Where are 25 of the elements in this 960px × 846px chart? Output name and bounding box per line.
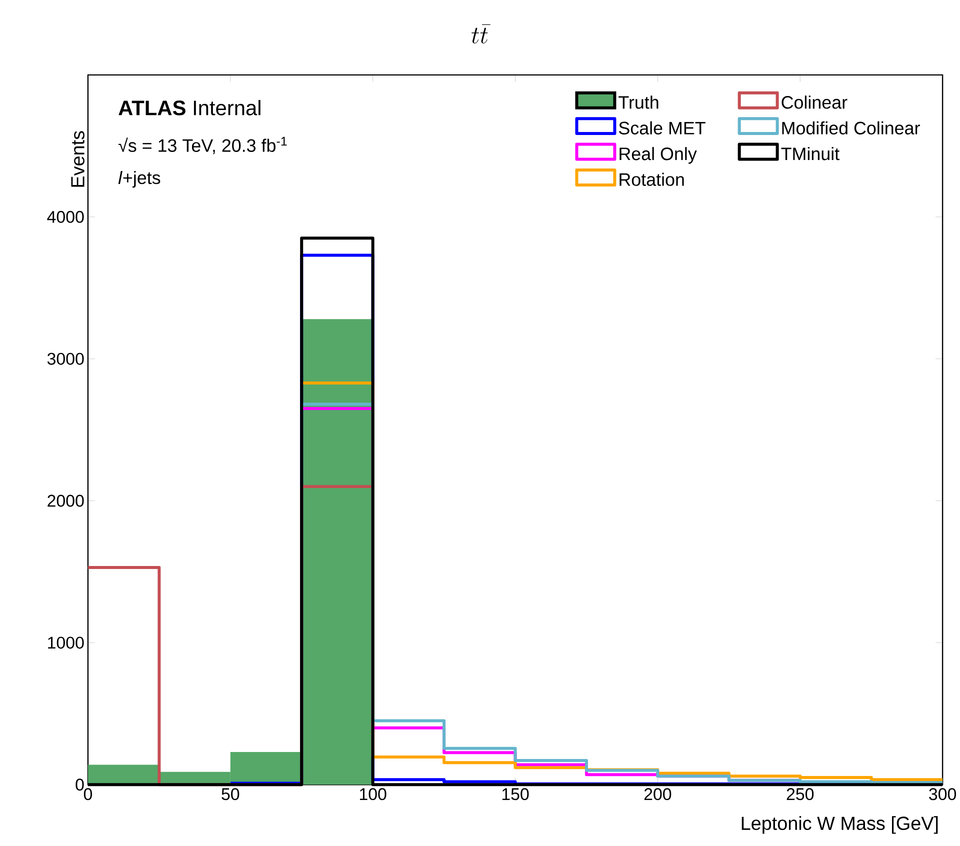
legend-label: Rotation (620, 172, 684, 186)
x-tick-label: 0 (84, 788, 92, 800)
legend-label: Modified Colinear (782, 122, 920, 135)
x-tick-label: 300 (929, 788, 956, 800)
y-tick-label: 0 (76, 778, 84, 791)
legend-label: Real Only (620, 147, 697, 164)
legend-label: Colinear (782, 96, 848, 109)
legend-label: TMinuit (781, 147, 840, 160)
x-axis-title: Leptonic W Mass [GeV] (742, 816, 938, 834)
x-tick-label: 150 (502, 788, 529, 800)
y-tick-label: 3000 (47, 353, 84, 366)
legend-label: Truth (618, 96, 658, 109)
y-tick-label: 2000 (48, 494, 84, 507)
y-tick-label: 1000 (48, 636, 84, 649)
x-tick-label: 250 (786, 788, 814, 800)
x-tick-label: 100 (360, 788, 386, 800)
y-tick-label: 4000 (47, 211, 84, 224)
annotation: ATLAS Internal (118, 100, 260, 116)
x-tick-label: 50 (222, 788, 240, 800)
x-tick-label: 200 (644, 788, 672, 800)
annotation: √s = 13 TeV, 20.3 fb$^{-1}$ (118, 137, 287, 154)
chart-title: $t\bar{t}$ (472, 24, 490, 44)
legend-label: Scale MET (619, 122, 706, 135)
y-axis-title: Events (71, 131, 84, 187)
annotation: l+jets (118, 171, 160, 188)
